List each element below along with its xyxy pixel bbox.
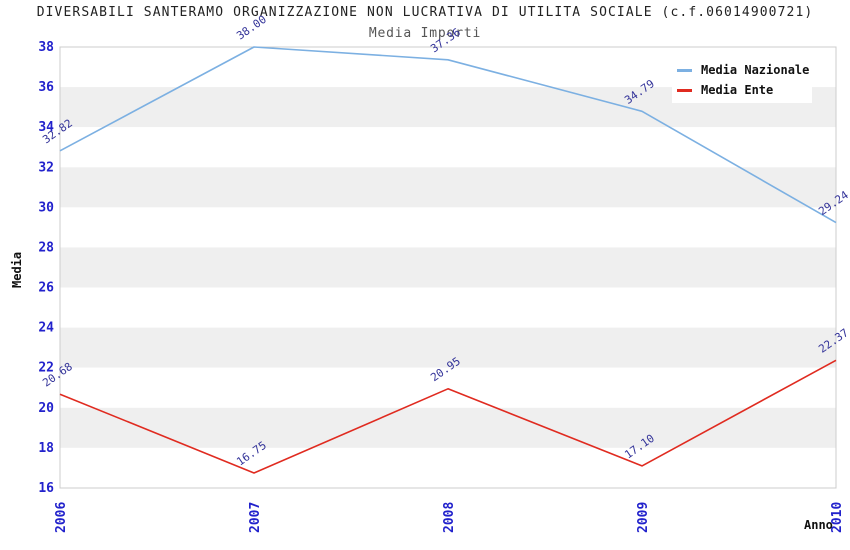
legend: Media Nazionale Media Ente xyxy=(672,57,812,103)
y-tick-label: 28 xyxy=(38,240,54,255)
plot-band xyxy=(60,327,836,368)
y-tick-label: 36 xyxy=(38,80,54,95)
y-tick-label: 24 xyxy=(38,321,54,336)
y-axis-title: Media xyxy=(10,251,24,288)
x-tick-label: 2006 xyxy=(54,502,69,533)
legend-label-media-ente: Media Ente xyxy=(701,83,774,97)
plot-band xyxy=(60,207,836,248)
y-tick-label: 30 xyxy=(38,200,54,215)
x-axis-title: Anno xyxy=(804,518,833,532)
media-ente-line-swatch-icon xyxy=(677,88,692,92)
plot-band xyxy=(60,127,836,168)
y-tick-label: 20 xyxy=(38,401,54,416)
plot-band xyxy=(60,247,836,288)
plot-band xyxy=(60,367,836,408)
y-tick-label: 16 xyxy=(38,481,54,496)
data-label: 38.00 xyxy=(234,13,269,43)
y-tick-label: 34 xyxy=(38,120,54,135)
media-nazionale-line-swatch-icon xyxy=(677,68,692,72)
legend-item-media-ente: Media Ente xyxy=(672,83,812,97)
x-tick-label: 2008 xyxy=(442,502,457,533)
y-tick-label: 22 xyxy=(38,361,54,376)
legend-label-media-nazionale: Media Nazionale xyxy=(701,63,810,77)
series-line-media-nazionale xyxy=(59,46,837,224)
series-line-media-ente xyxy=(59,359,837,474)
plot-band xyxy=(60,407,836,448)
x-tick-label: 2007 xyxy=(248,502,263,533)
plot-band xyxy=(60,167,836,208)
plot-border xyxy=(59,46,837,489)
y-tick-label: 38 xyxy=(38,40,54,55)
y-tick-label: 26 xyxy=(38,281,54,296)
plot-band xyxy=(60,287,836,328)
x-tick-label: 2009 xyxy=(636,502,651,533)
chart-title: DIVERSABILI SANTERAMO ORGANIZZAZIONE NON… xyxy=(36,5,814,20)
chart-subtitle: Media Importi xyxy=(368,26,482,41)
y-tick-label: 18 xyxy=(38,441,54,456)
legend-item-media-nazionale: Media Nazionale xyxy=(672,63,812,77)
plot-band xyxy=(60,447,836,488)
x-tick-label: 2010 xyxy=(830,502,845,533)
y-tick-label: 32 xyxy=(38,160,54,175)
